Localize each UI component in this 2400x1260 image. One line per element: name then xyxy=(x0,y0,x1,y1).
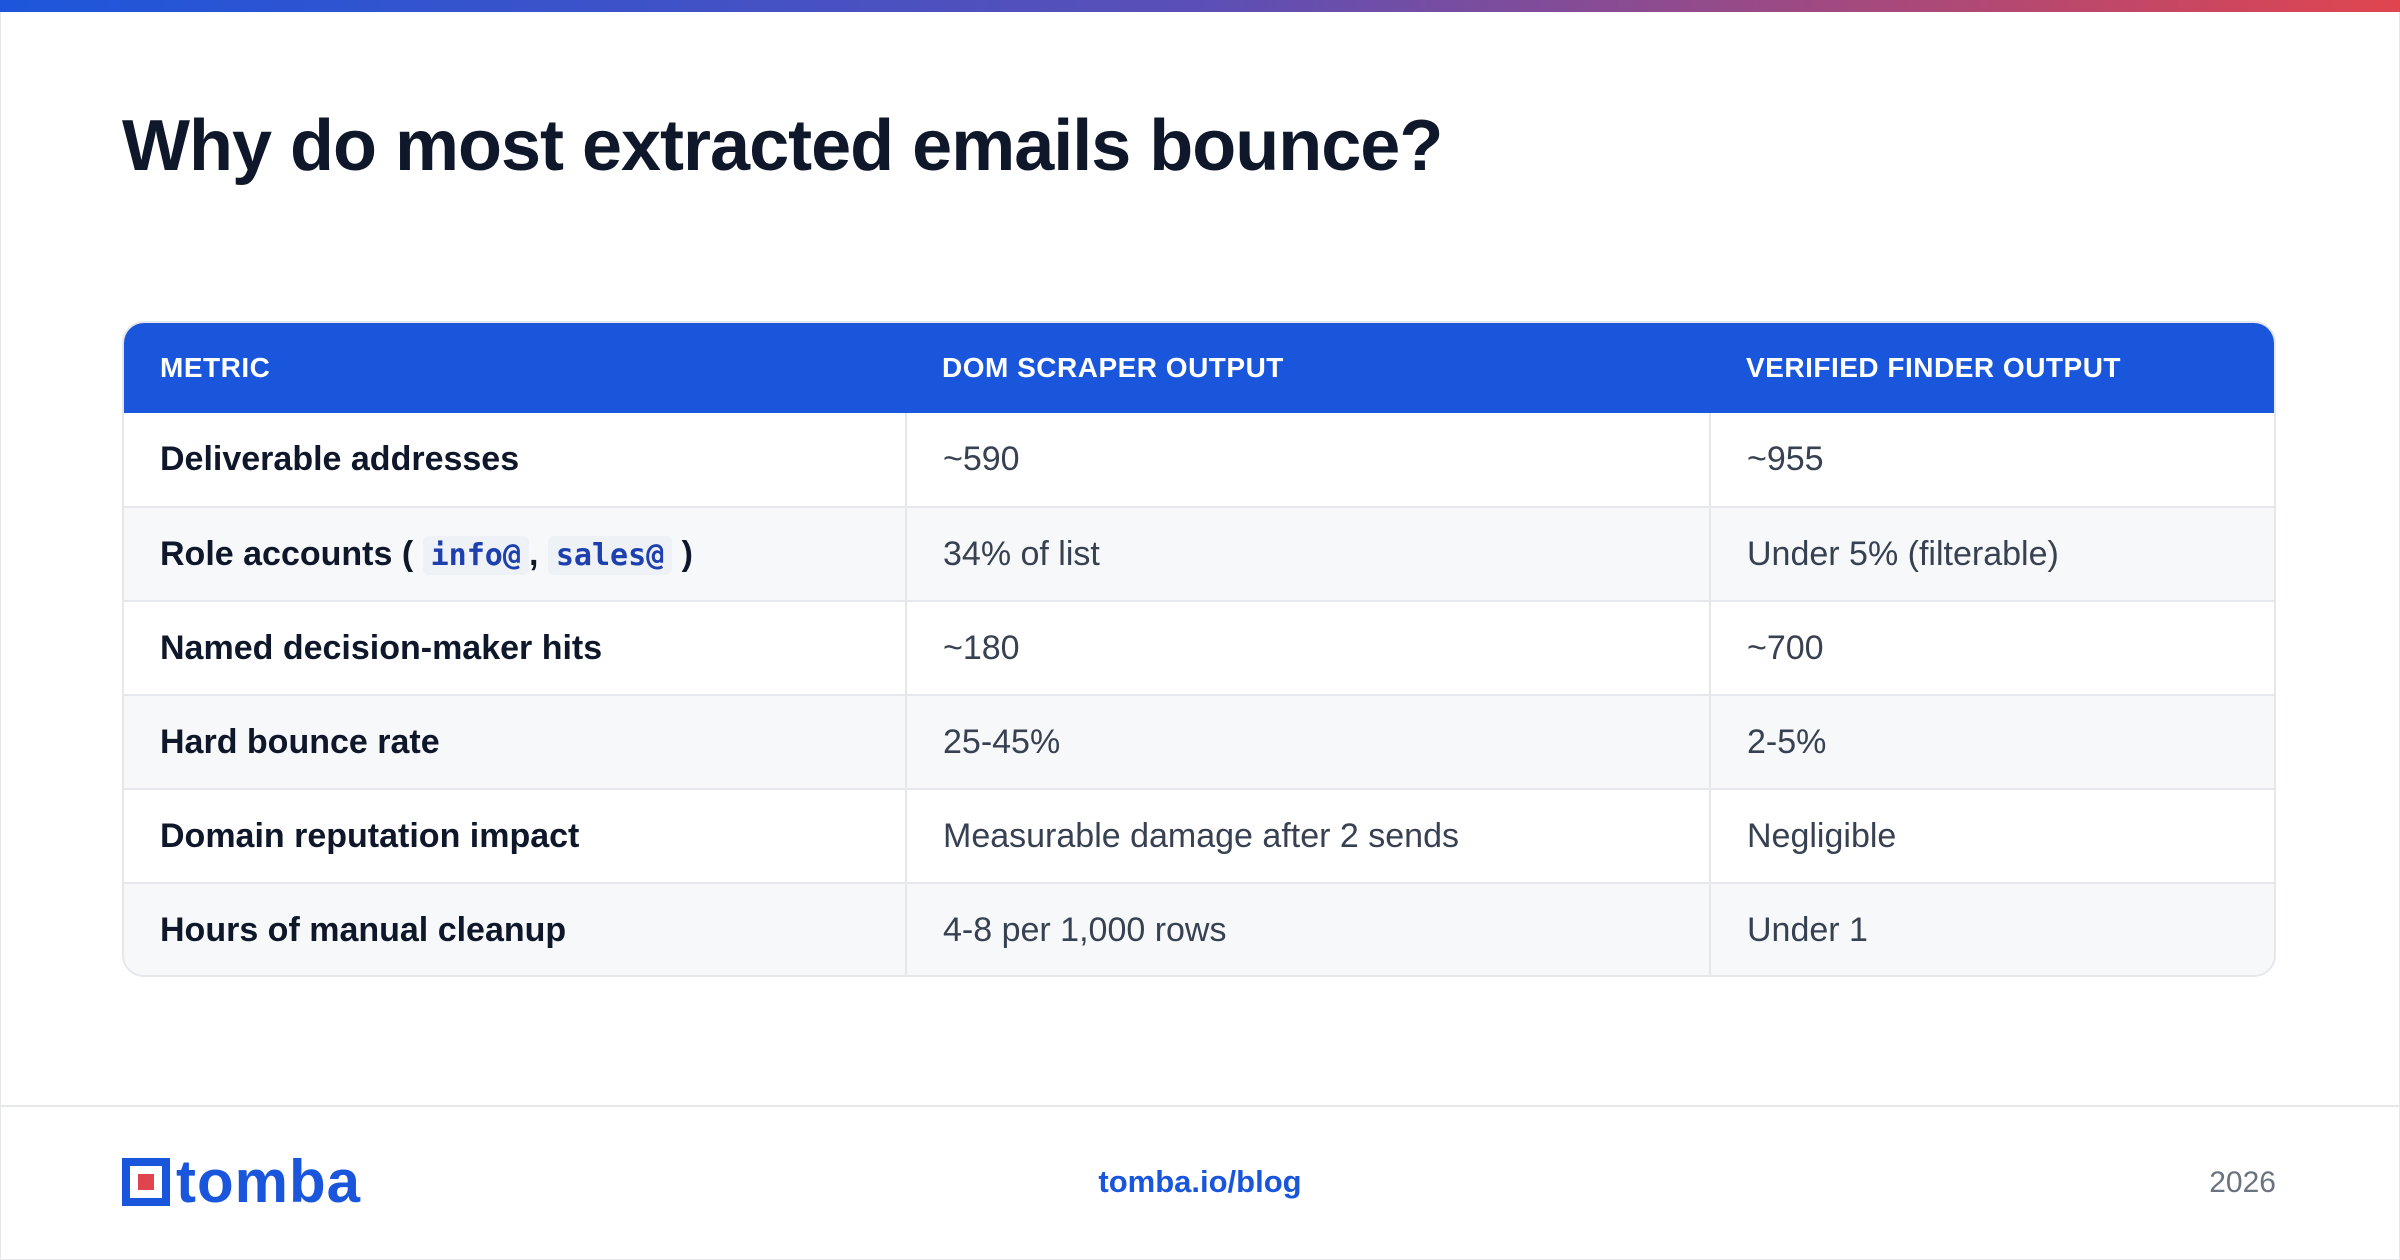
code-sales: sales@ xyxy=(547,535,673,575)
scraper-cell: 34% of list xyxy=(905,506,1710,601)
logo-wordmark: tomba xyxy=(176,1148,361,1215)
table-row: Deliverable addresses ~590 ~955 xyxy=(124,413,2274,507)
metric-prefix: Role accounts ( xyxy=(160,534,414,573)
header-metric: METRIC xyxy=(160,352,271,383)
verified-cell: Under 1 xyxy=(1709,882,2274,975)
comparison-table: METRIC DOM SCRAPER OUTPUT VERIFIED FINDE… xyxy=(122,321,2276,977)
tomba-logo-icon xyxy=(122,1158,170,1206)
metric-suffix: ) xyxy=(681,534,693,573)
tomba-logo[interactable]: tomba xyxy=(122,1148,361,1215)
footer-divider xyxy=(0,1105,2400,1107)
table-row: Named decision-maker hits ~180 ~700 xyxy=(124,600,2274,695)
table-row: Domain reputation impact Measurable dama… xyxy=(124,788,2274,883)
verified-cell: ~700 xyxy=(1709,600,2274,695)
table-row: Hard bounce rate 25-45% 2-5% xyxy=(124,694,2274,789)
verified-cell: Under 5% (filterable) xyxy=(1709,506,2274,601)
scraper-cell: 4-8 per 1,000 rows xyxy=(905,882,1710,975)
metric-cell: Hours of manual cleanup xyxy=(124,882,906,975)
verified-cell: 2-5% xyxy=(1709,694,2274,789)
metric-cell: Named decision-maker hits xyxy=(124,600,906,695)
metric-separator: , xyxy=(528,534,539,573)
verified-cell: Negligible xyxy=(1709,788,2274,883)
code-info: info@ xyxy=(422,535,529,575)
metric-cell: Domain reputation impact xyxy=(124,788,906,883)
metric-cell: Hard bounce rate xyxy=(124,694,906,789)
table-header-row: METRIC DOM SCRAPER OUTPUT VERIFIED FINDE… xyxy=(124,323,2274,413)
footer-year: 2026 xyxy=(2209,1166,2276,1199)
header-verified-finder: VERIFIED FINDER OUTPUT xyxy=(1746,352,2122,383)
table-row: Hours of manual cleanup 4-8 per 1,000 ro… xyxy=(124,882,2274,975)
metric-cell: Deliverable addresses xyxy=(160,440,520,478)
page-title: Why do most extracted emails bounce? xyxy=(122,106,1443,186)
scraper-cell: ~590 xyxy=(905,413,1710,507)
top-gradient-bar xyxy=(0,0,2400,12)
table-row: Role accounts ( info@, sales@ ) 34% of l… xyxy=(124,506,2274,601)
scraper-cell: 25-45% xyxy=(905,694,1710,789)
metric-cell: Role accounts ( info@, sales@ ) xyxy=(124,506,906,601)
scraper-cell: ~180 xyxy=(905,600,1710,695)
blog-link[interactable]: tomba.io/blog xyxy=(1098,1164,1302,1199)
header-dom-scraper: DOM SCRAPER OUTPUT xyxy=(942,352,1284,383)
scraper-cell: Measurable damage after 2 sends xyxy=(905,788,1710,883)
verified-cell: ~955 xyxy=(1709,413,2274,507)
